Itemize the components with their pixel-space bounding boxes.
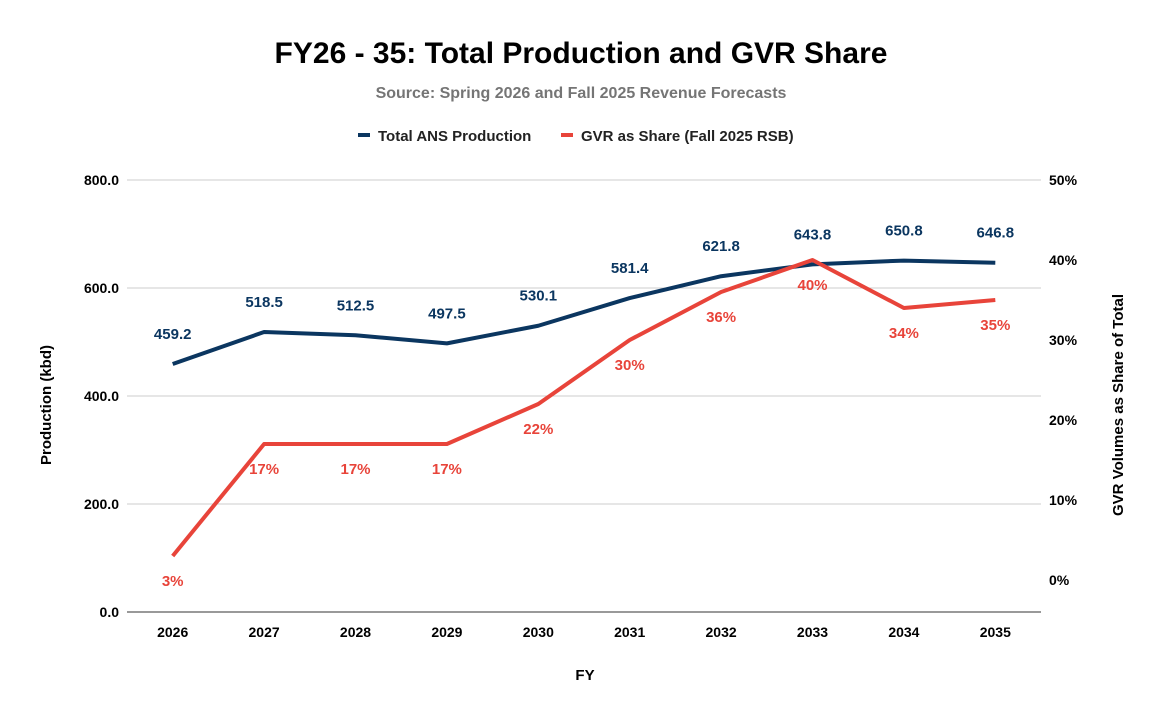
data-label: 17% — [249, 461, 279, 478]
data-label: 3% — [162, 573, 184, 590]
series-line-0 — [172, 258, 996, 366]
x-tick-label: 2033 — [797, 624, 828, 640]
x-tick-label: 2029 — [431, 624, 462, 640]
grid: 0.0 200.0 400.0 600.0 800.0 0% 10% 20% 30% 40% 50%… — [84, 172, 1078, 640]
y2-tick-label: 30% — [1049, 332, 1078, 348]
y-tick-label: 600.0 — [84, 280, 119, 296]
data-label: 17% — [432, 461, 462, 478]
data-label: 621.8 — [702, 238, 740, 255]
data-label: 581.4 — [611, 260, 649, 277]
x-tick-label: 2026 — [157, 624, 188, 640]
legend-swatch — [561, 133, 573, 137]
y2-tick-label: 10% — [1049, 492, 1078, 508]
data-label: 650.8 — [885, 223, 923, 240]
x-tick-label: 2035 — [980, 624, 1011, 640]
series-group: 459.2 518.5 512.5 497.5 530.1 581.4 621.8 643.8… — [154, 223, 1014, 590]
y2-tick-label: 20% — [1049, 412, 1078, 428]
legend: Total ANS Production GVR as Share (Fall 2… — [358, 128, 794, 145]
data-label: 22% — [523, 421, 553, 438]
x-tick-label: 2034 — [888, 624, 919, 640]
data-label: 459.2 — [154, 326, 192, 343]
y2-tick-label: 0% — [1049, 572, 1070, 588]
data-label: 518.5 — [245, 294, 283, 311]
chart-subtitle: Source: Spring 2026 and Fall 2025 Revenu… — [376, 85, 787, 102]
y-tick-label: 800.0 — [84, 172, 119, 188]
data-label: 35% — [980, 317, 1010, 334]
data-label: 512.5 — [337, 297, 375, 314]
data-label: 497.5 — [428, 305, 466, 322]
x-tick-label: 2032 — [706, 624, 737, 640]
x-tick-label: 2030 — [523, 624, 554, 640]
y-tick-label: 400.0 — [84, 388, 119, 404]
chart-title: FY26 - 35: Total Production and GVR Shar… — [275, 37, 888, 70]
y-axis-label: Production (kbd) — [38, 345, 55, 465]
data-label: 40% — [797, 277, 827, 294]
data-label: 36% — [706, 309, 736, 326]
x-axis-label: FY — [575, 667, 594, 684]
x-tick-label: 2027 — [249, 624, 280, 640]
y-tick-label: 0.0 — [100, 604, 120, 620]
y2-tick-label: 40% — [1049, 252, 1078, 268]
data-label: 34% — [889, 325, 919, 342]
legend-label: Total ANS Production — [378, 128, 531, 145]
legend-label: GVR as Share (Fall 2025 RSB) — [581, 128, 794, 145]
x-tick-label: 2028 — [340, 624, 371, 640]
y2-axis-label: GVR Volumes as Share of Total — [1110, 294, 1127, 516]
legend-swatch — [358, 133, 370, 137]
data-label: 17% — [340, 461, 370, 478]
data-label: 30% — [615, 357, 645, 374]
y2-tick-label: 50% — [1049, 172, 1078, 188]
data-label: 643.8 — [794, 226, 832, 243]
x-tick-label: 2031 — [614, 624, 645, 640]
data-label: 646.8 — [977, 225, 1015, 242]
y-tick-label: 200.0 — [84, 496, 119, 512]
series-line-1 — [171, 258, 996, 558]
data-label: 530.1 — [520, 288, 558, 305]
